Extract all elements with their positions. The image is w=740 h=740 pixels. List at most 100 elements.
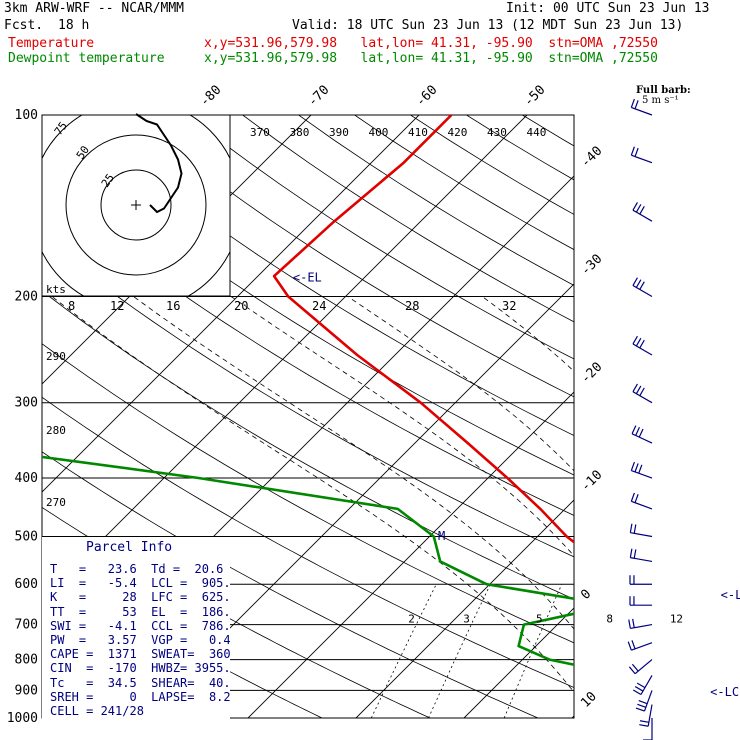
full-barb-title: Full barb: [636, 85, 691, 96]
parcel-info-row: CELL = 241/28 [50, 704, 144, 719]
moist-adiabat-line [481, 296, 574, 372]
mixing-ratio-line [644, 584, 694, 718]
temperature-legend-info: x,y=531.96,579.98 lat,lon= 41.31, -95.90… [204, 36, 658, 51]
wind-barb-flag [638, 428, 644, 438]
init-time: Init: 00 UTC Sun 23 Jun 13 [506, 1, 710, 16]
wind-barb [632, 383, 653, 404]
theta-label: 430 [487, 126, 507, 139]
isotherm-label: -20 [578, 360, 605, 387]
isotherm-label: 10 [578, 689, 600, 711]
dry-adiabat-line [42, 135, 574, 476]
parcel-info-row: LI = -5.4 LCL = 905. [50, 576, 231, 591]
dry-adiabat-line [466, 115, 574, 181]
full-barb-units: 5 m s⁻¹ [642, 95, 679, 106]
wind-barb [630, 98, 653, 116]
temperature-legend-label: Temperature [8, 36, 95, 51]
wind-barb-flag [639, 724, 649, 727]
wind-barb [639, 704, 653, 727]
wind-barb-flag [634, 463, 639, 473]
dry-adiabat-line [410, 115, 574, 215]
pressure-label: 100 [15, 108, 38, 123]
moist-adiabat-line [133, 296, 574, 630]
theta-label: 290 [46, 350, 66, 363]
wind-barb-flag [632, 383, 638, 393]
speed-scale-label: 12 [110, 299, 124, 313]
theta-label: 400 [369, 126, 389, 139]
wind-barb [630, 492, 653, 510]
wind-barb-staff [647, 704, 653, 727]
speed-scale-label: 32 [502, 299, 516, 313]
wind-barb-flag [631, 663, 639, 672]
parcel-info-row: CAPE = 1371 SWEAT= 360 [50, 647, 231, 662]
speed-scale-label: 8 [68, 299, 75, 313]
wind-barb-flag [635, 204, 642, 213]
wind-barb-flag [632, 202, 638, 211]
isotherm-line [355, 499, 574, 718]
temperature-trace [272, 115, 574, 544]
wind-barb-flag [628, 666, 636, 675]
parcel-info-title: Parcel Info [86, 540, 173, 555]
wind-barb [629, 548, 653, 563]
parcel-info-row: K = 28 LFC = 625. [50, 590, 231, 605]
wind-barb-staff [643, 690, 653, 712]
wind-barb [629, 596, 652, 606]
wind-barb-flag [629, 548, 633, 558]
isotherm-label: -30 [578, 252, 605, 279]
parcel-info-rows: T = 23.6 Td = 20.6 LI = -5.4 LCL = 905. K … [50, 562, 231, 718]
mixing-ratio-label: 12 [670, 613, 683, 626]
wind-barb-flag [639, 387, 645, 396]
speed-scale-label: 24 [312, 299, 326, 313]
wind-barb-flag [635, 385, 642, 394]
dry-adiabat-line [42, 563, 323, 718]
wind-barb-flag [631, 425, 637, 435]
pressure-label: 500 [15, 529, 38, 544]
wind-barb-flag [639, 720, 649, 723]
mid-level-marker: M [438, 529, 445, 543]
isotherm-line [139, 283, 574, 718]
wind-barb [631, 425, 653, 444]
wind-barb-flag [631, 640, 636, 650]
wind-barb-flag [632, 335, 638, 345]
forecast-hours: 18 h [58, 18, 90, 33]
dry-adiabats [42, 115, 740, 718]
hodograph-trace [135, 113, 183, 214]
pressure-label: 900 [15, 683, 38, 698]
hodograph-rings [42, 115, 230, 296]
wind-barb [630, 146, 653, 164]
wind-barbs [627, 98, 653, 740]
dewpoint-trace [42, 455, 574, 666]
parcel-info-row: Tc = 34.5 SHEAR= 40. [50, 675, 231, 690]
parcel-info-row: TT = 53 EL = 186. [50, 604, 231, 619]
dry-adiabat-line [42, 238, 574, 558]
speed-scale-label: 28 [405, 299, 419, 313]
chart-labels: -80 -70 -60 -50 -40 -30 -20 -10 0 10 2 3 5 8 12 20 100 20… [7, 83, 740, 726]
wind-barb [632, 202, 653, 222]
forecast-label: Fcst. [4, 18, 44, 33]
theta-label: 420 [448, 126, 468, 139]
wind-barb-staff [630, 532, 653, 538]
wind-barb [632, 277, 653, 298]
dry-adiabat-line [578, 115, 740, 718]
parcel-info-row: PW = 3.57 VGP = 0.4 [50, 633, 231, 648]
theta-label: 270 [46, 496, 66, 509]
wind-barb-flag [633, 524, 637, 534]
wind-barb-flag [638, 699, 648, 705]
pressure-label: 800 [15, 653, 38, 668]
wind-barb [630, 461, 653, 479]
wind-barb-flag [634, 147, 639, 157]
wind-barb-staff [640, 675, 653, 695]
dry-adiabat-line [298, 115, 574, 286]
isotherm-label: -50 [521, 83, 548, 110]
hodograph-ring [65, 134, 207, 276]
wind-barb-flag [630, 492, 635, 502]
wind-barb-flag [630, 461, 635, 471]
wind-barb [627, 640, 653, 651]
wind-barb-flag [635, 427, 640, 436]
wind-barb-flag [635, 279, 642, 288]
model-title: 3km ARW-WRF -- NCAR/MMM [4, 1, 185, 16]
lfc-marker: <-LFC [721, 588, 740, 602]
dry-adiabat-line [690, 115, 740, 718]
mixing-ratio-line [370, 584, 437, 718]
wind-barb-flag [636, 682, 646, 689]
